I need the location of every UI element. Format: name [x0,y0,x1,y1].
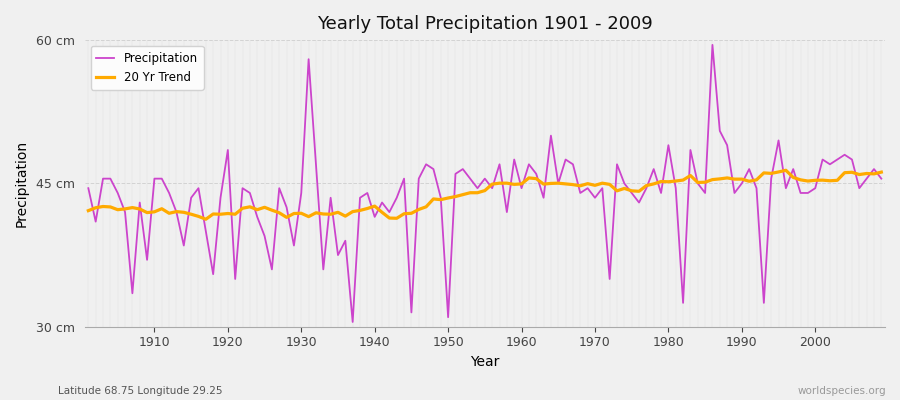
20 Yr Trend [612,188,623,193]
Text: worldspecies.org: worldspecies.org [798,386,886,396]
Precipitation [303,57,314,62]
Precipitation [347,320,358,324]
Precipitation [707,42,718,47]
Legend: Precipitation, 20 Yr Trend: Precipitation, 20 Yr Trend [91,46,203,90]
Line: 20 Yr Trend: 20 Yr Trend [88,170,881,219]
Precipitation [516,186,526,190]
Y-axis label: Precipitation: Precipitation [15,140,29,227]
20 Yr Trend [201,217,212,222]
Precipitation [141,258,152,262]
X-axis label: Year: Year [470,355,500,369]
Precipitation [355,195,365,200]
Line: Precipitation: Precipitation [88,45,881,322]
20 Yr Trend [876,170,886,174]
Precipitation [524,162,535,167]
20 Yr Trend [310,210,321,215]
20 Yr Trend [141,210,152,215]
20 Yr Trend [780,168,791,173]
20 Yr Trend [83,208,94,213]
20 Yr Trend [524,176,535,180]
Title: Yearly Total Precipitation 1901 - 2009: Yearly Total Precipitation 1901 - 2009 [317,15,652,33]
Text: Latitude 68.75 Longitude 29.25: Latitude 68.75 Longitude 29.25 [58,386,223,396]
20 Yr Trend [516,182,526,186]
Precipitation [612,162,623,167]
Precipitation [83,186,94,190]
20 Yr Trend [355,208,365,213]
Precipitation [876,176,886,181]
